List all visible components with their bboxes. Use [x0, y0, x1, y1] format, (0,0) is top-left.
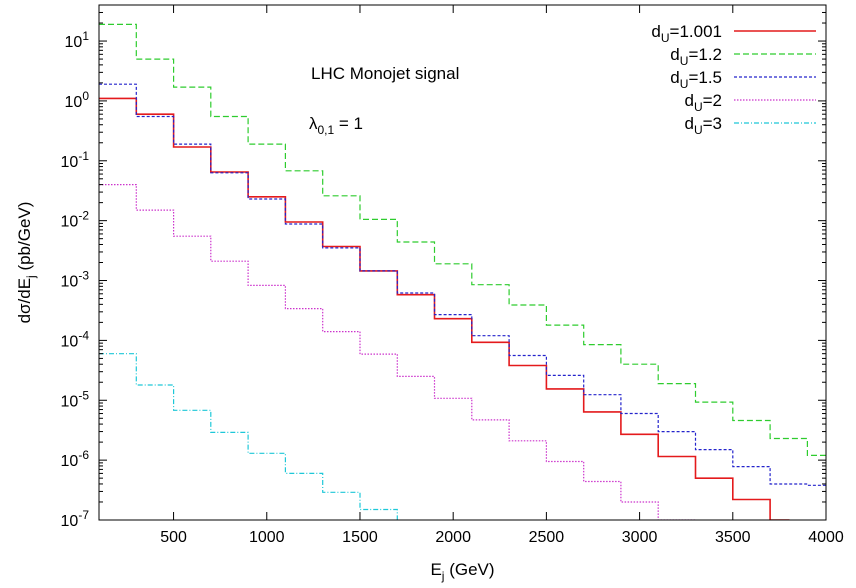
series-line-3: [99, 353, 398, 520]
labels-layer: Ej (GeV) dσ/dEj (pb/GeV): [15, 202, 495, 583]
x-tick-label: 1000: [249, 529, 285, 546]
y-tick-label: 101: [65, 29, 90, 51]
x-tick-label: 2000: [435, 529, 471, 546]
legend-entry-label: dU=1.001: [651, 22, 722, 45]
x-tick-label: 3500: [715, 529, 751, 546]
y-tick-label: 10-1: [61, 149, 90, 171]
x-tick-label: 3000: [622, 529, 658, 546]
y-axis-label: dσ/dEj (pb/GeV): [15, 202, 38, 324]
x-tick-label: 500: [160, 529, 187, 546]
y-tick-label: 10-2: [61, 209, 90, 231]
legend-entry-label: dU=1.5: [670, 68, 722, 91]
x-tick-label: 1500: [342, 529, 378, 546]
x-tick-label: 4000: [808, 529, 844, 546]
series-line-1.2: [99, 23, 826, 456]
y-tick-label: 10-7: [61, 508, 90, 530]
x-axis-label: Ej (GeV): [430, 560, 494, 583]
legend-entry-label: dU=2: [684, 91, 722, 114]
legend-entry-label: dU=1.2: [670, 45, 722, 68]
y-tick-label: 10-3: [61, 269, 90, 291]
annotations: LHC Monojet signal λ0,1 = 1: [309, 64, 459, 137]
y-tick-label: 10-5: [61, 388, 90, 410]
series-line-2: [99, 184, 697, 520]
y-tick-label: 10-4: [61, 328, 90, 350]
x-tick-label: 2500: [529, 529, 565, 546]
y-tick-label: 10-6: [61, 448, 90, 470]
annotation-lambda: λ0,1 = 1: [309, 114, 363, 137]
series-line-1.001: [99, 97, 790, 520]
y-tick-label: 100: [65, 89, 90, 111]
series-line-1.5: [99, 83, 826, 486]
annotation-title: LHC Monojet signal: [311, 64, 459, 83]
ticks-layer: 500 1000 1500 2000 2500 3000 3500 4000 101 100 10-…: [61, 4, 844, 546]
series-layer: [99, 23, 826, 520]
legend-entry-label: dU=3: [684, 114, 722, 137]
